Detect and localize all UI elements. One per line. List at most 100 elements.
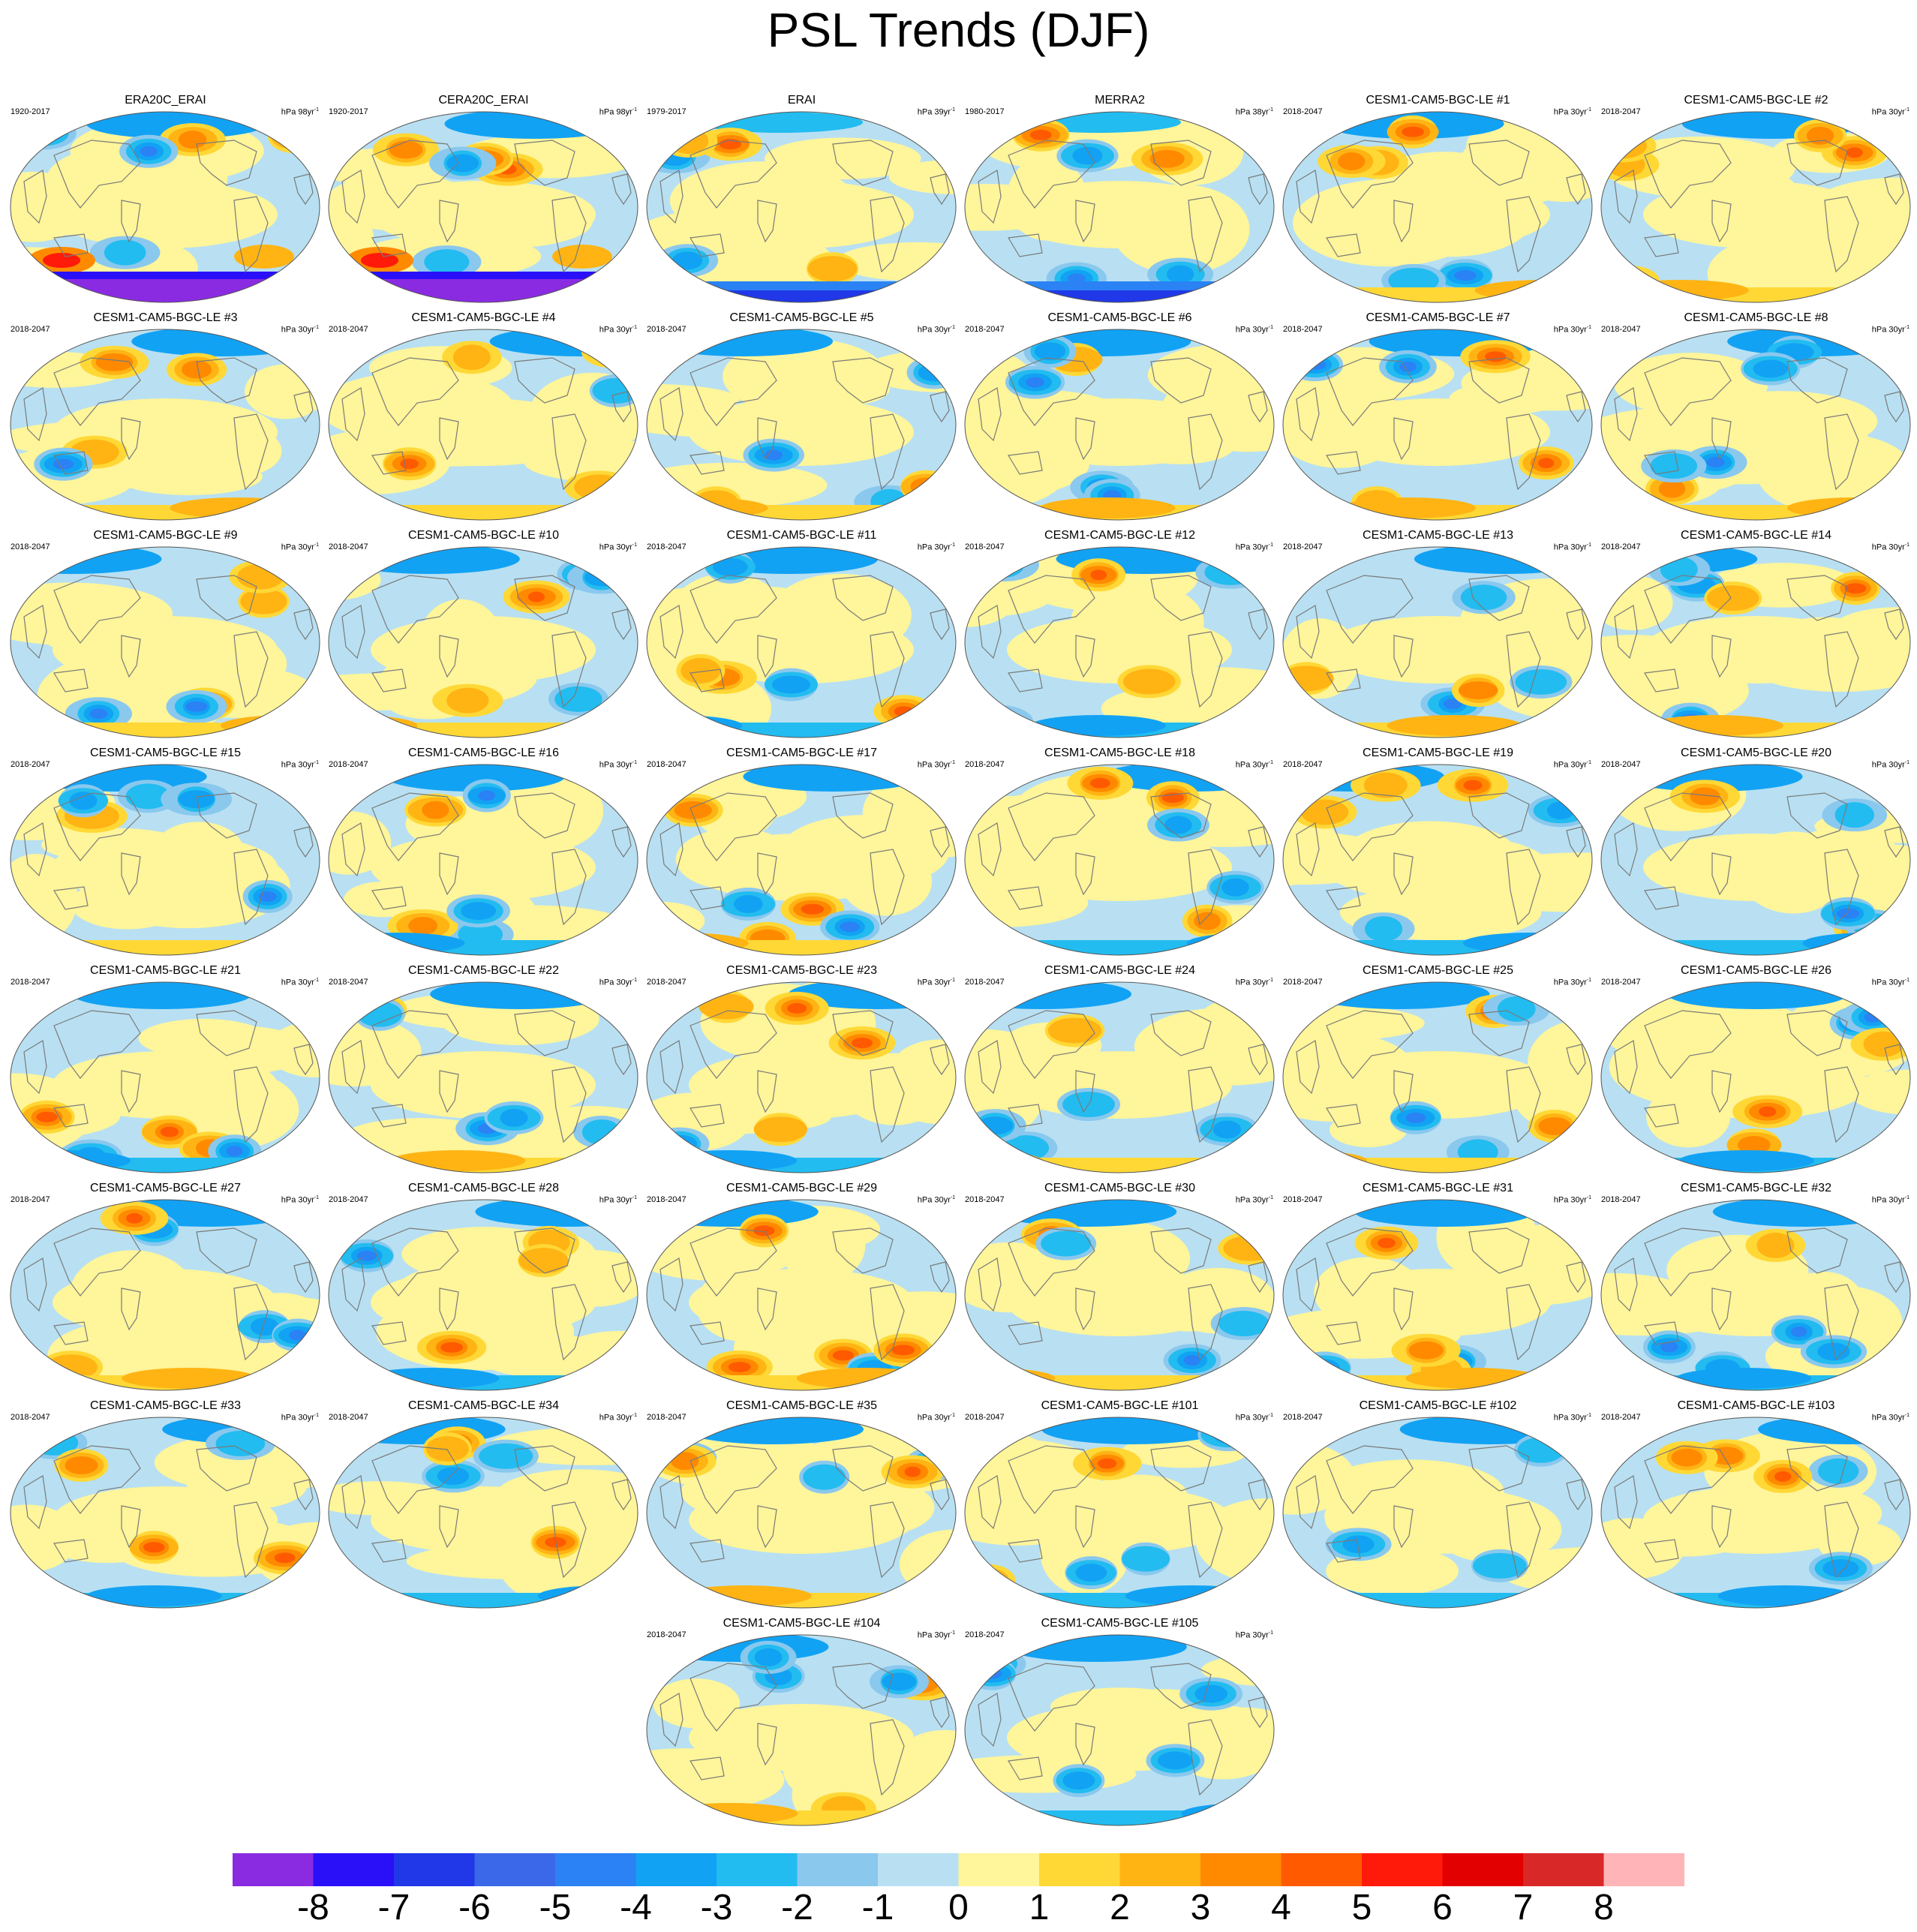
panel-units: hPa 30yr-1	[1553, 107, 1591, 117]
panel-period: 1920-2017	[11, 107, 50, 116]
panel-title: CESM1-CAM5-BGC-LE #22	[408, 964, 559, 977]
map-panel: CESM1-CAM5-BGC-LE #14 2018-2047 hPa 30yr-1	[1597, 529, 1915, 743]
panel-period: 2018-2047	[1601, 978, 1641, 987]
map-panel: CESM1-CAM5-BGC-LE #104 2018-2047 hPa 30yr-…	[642, 1617, 961, 1831]
panel-title: CESM1-CAM5-BGC-LE #14	[1681, 529, 1831, 542]
panel-units: hPa 30yr-1	[281, 542, 319, 552]
panel-units: hPa 30yr-1	[1871, 542, 1909, 552]
panel-title: CESM1-CAM5-BGC-LE #13	[1363, 529, 1513, 542]
panel-period: 2018-2047	[329, 760, 368, 769]
figure-title: PSL Trends (DJF)	[767, 3, 1150, 57]
map-panel: CESM1-CAM5-BGC-LE #18 2018-2047 hPa 30yr-1	[960, 747, 1279, 960]
colorbar-tick-label: 3	[1190, 1888, 1211, 1927]
panel-title: CESM1-CAM5-BGC-LE #26	[1681, 964, 1831, 977]
map-panel: CESM1-CAM5-BGC-LE #12 2018-2047 hPa 30yr-1	[960, 529, 1279, 743]
panel-period: 2018-2047	[1283, 325, 1323, 334]
panel-units: hPa 98yr-1	[281, 107, 319, 117]
colorbar-tick-label: -6	[458, 1888, 491, 1927]
panel-title: CESM1-CAM5-BGC-LE #6	[1047, 311, 1192, 324]
colorbar-segment	[1200, 1853, 1282, 1886]
panel-units: hPa 30yr-1	[1235, 542, 1273, 552]
psl-trend-map	[1282, 546, 1593, 738]
psl-trend-map	[1282, 764, 1593, 956]
psl-trend-map	[1600, 1417, 1911, 1609]
colorbar-tick-label: 6	[1432, 1888, 1453, 1927]
map-panel: CESM1-CAM5-BGC-LE #105 2018-2047 hPa 30yr-…	[960, 1617, 1279, 1831]
panel-units: hPa 30yr-1	[1871, 1195, 1909, 1205]
panel-period: 2018-2047	[965, 978, 1005, 987]
colorbar-segment	[1362, 1853, 1443, 1886]
panel-period: 1920-2017	[329, 107, 368, 116]
panel-period: 2018-2047	[965, 1195, 1005, 1204]
panel-period: 2018-2047	[1283, 542, 1323, 551]
psl-trend-map	[964, 1634, 1275, 1826]
psl-trend-map	[10, 1417, 320, 1609]
panel-units: hPa 30yr-1	[917, 1413, 955, 1423]
colorbar-segment	[313, 1853, 395, 1886]
panel-title: CESM1-CAM5-BGC-LE #24	[1044, 964, 1195, 977]
panel-units: hPa 30yr-1	[1235, 1413, 1273, 1423]
panel-units: hPa 30yr-1	[1553, 325, 1591, 335]
map-panel: CESM1-CAM5-BGC-LE #7 2018-2047 hPa 30yr-1	[1279, 311, 1597, 525]
panel-title: CESM1-CAM5-BGC-LE #7	[1366, 311, 1510, 324]
panel-period: 2018-2047	[11, 978, 50, 987]
panel-units: hPa 30yr-1	[917, 325, 955, 335]
psl-trend-map	[10, 981, 320, 1173]
panel-title: CESM1-CAM5-BGC-LE #5	[729, 311, 874, 324]
panel-units: hPa 30yr-1	[917, 978, 955, 987]
colorbar-tick-label: 0	[948, 1888, 969, 1927]
panel-title: CESM1-CAM5-BGC-LE #16	[408, 747, 559, 759]
map-panel: CESM1-CAM5-BGC-LE #3 2018-2047 hPa 30yr-1	[6, 311, 325, 525]
psl-trend-map	[646, 546, 957, 738]
panel-title: CESM1-CAM5-BGC-LE #10	[408, 529, 559, 542]
panel-title: CESM1-CAM5-BGC-LE #19	[1363, 747, 1513, 759]
psl-trend-map	[646, 764, 957, 956]
panel-period: 2018-2047	[329, 325, 368, 334]
colorbar-segment	[1119, 1853, 1201, 1886]
psl-trend-map	[646, 1199, 957, 1391]
panel-period: 2018-2047	[1601, 542, 1641, 551]
panel-period: 2018-2047	[1283, 978, 1323, 987]
psl-trend-map	[10, 329, 320, 521]
panel-period: 1980-2017	[965, 107, 1005, 116]
panel-units: hPa 30yr-1	[1235, 760, 1273, 770]
psl-trend-map	[10, 111, 320, 303]
psl-trend-map	[1600, 546, 1911, 738]
map-panel: CESM1-CAM5-BGC-LE #27 2018-2047 hPa 30yr-1	[6, 1182, 325, 1396]
panel-title: CESM1-CAM5-BGC-LE #31	[1363, 1182, 1513, 1194]
panel-units: hPa 30yr-1	[599, 542, 637, 552]
panel-title: CESM1-CAM5-BGC-LE #23	[726, 964, 877, 977]
panel-title: CESM1-CAM5-BGC-LE #27	[90, 1182, 241, 1194]
panel-title: ERAI	[787, 94, 816, 107]
panel-units: hPa 30yr-1	[1235, 1195, 1273, 1205]
panel-period: 2018-2047	[1601, 1413, 1641, 1422]
psl-trend-map	[646, 1417, 957, 1609]
panel-period: 2018-2047	[11, 1413, 50, 1422]
psl-trend-map	[328, 764, 638, 956]
map-panel: CESM1-CAM5-BGC-LE #34 2018-2047 hPa 30yr-1	[324, 1399, 643, 1613]
colorbar-labels: -8 -7 -6 -5 -4 -3 -2 -1 0 1 2 3 4 5 6 7 8	[0, 1887, 1917, 1932]
map-panel: CESM1-CAM5-BGC-LE #25 2018-2047 hPa 30yr-1	[1279, 964, 1597, 1178]
colorbar-segment	[1039, 1853, 1120, 1886]
psl-trend-map	[964, 981, 1275, 1173]
panel-period: 2018-2047	[1601, 325, 1641, 334]
map-panel: ERA20C_ERAI 1920-2017 hPa 98yr-1	[6, 94, 325, 308]
psl-trend-map	[1282, 111, 1593, 303]
panel-title: CERA20C_ERAI	[438, 94, 529, 107]
panel-period: 2018-2047	[329, 542, 368, 551]
psl-trend-map	[10, 764, 320, 956]
panel-title: CESM1-CAM5-BGC-LE #8	[1684, 311, 1828, 324]
panel-period: 2018-2047	[1601, 1195, 1641, 1204]
psl-trend-map	[328, 546, 638, 738]
panel-units: hPa 30yr-1	[917, 760, 955, 770]
panel-title: CESM1-CAM5-BGC-LE #28	[408, 1182, 559, 1194]
colorbar-segment	[555, 1853, 636, 1886]
panel-period: 2018-2047	[647, 978, 687, 987]
psl-trend-map	[328, 111, 638, 303]
panel-title: CESM1-CAM5-BGC-LE #21	[90, 964, 241, 977]
psl-trend-map	[1282, 329, 1593, 521]
map-panel: CESM1-CAM5-BGC-LE #24 2018-2047 hPa 30yr-1	[960, 964, 1279, 1178]
panel-title: CESM1-CAM5-BGC-LE #4	[411, 311, 556, 324]
colorbar-segment	[878, 1853, 959, 1886]
panel-title: CESM1-CAM5-BGC-LE #105	[1041, 1617, 1199, 1630]
